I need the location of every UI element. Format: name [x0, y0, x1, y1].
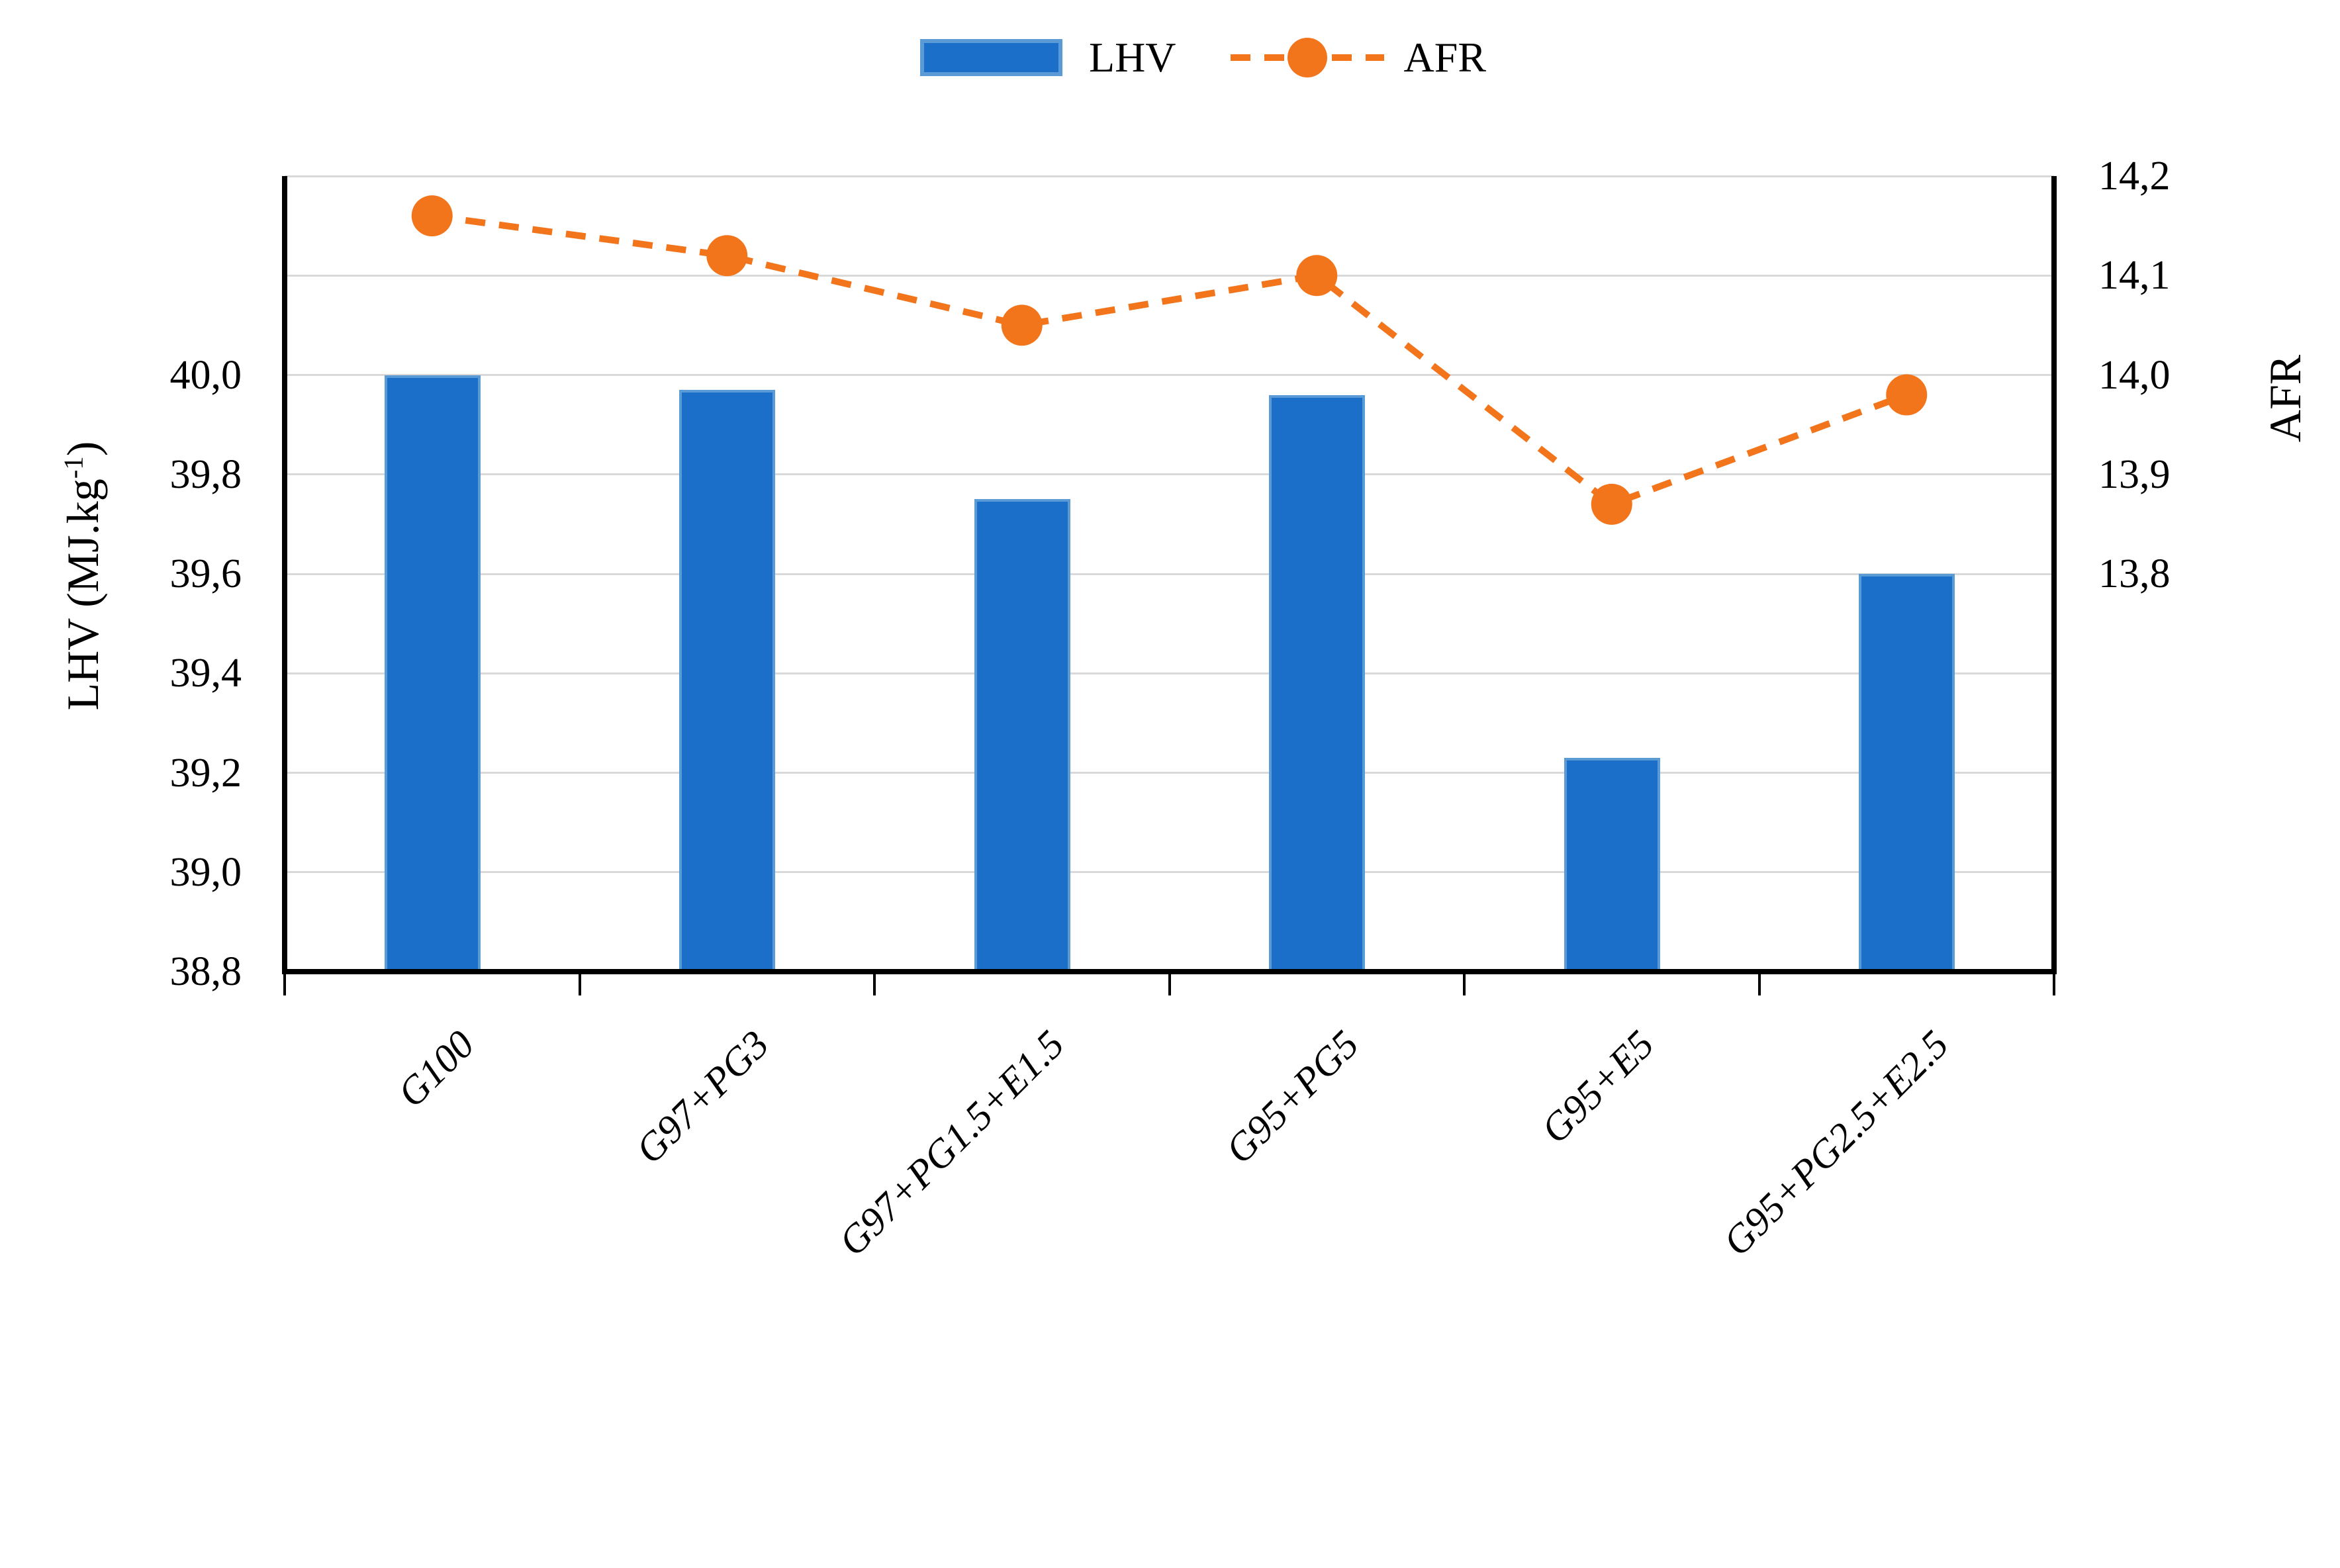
left-axis-tick-label: 39,0 [169, 849, 242, 895]
lhv-bar [1564, 757, 1660, 972]
category-label: G97+PG1.5+E1.5 [830, 1022, 1072, 1264]
afr-marker [1001, 304, 1043, 346]
left-axis-tick-label: 38,8 [169, 949, 242, 994]
afr-marker [411, 195, 453, 237]
category-label: G100 [389, 1022, 483, 1116]
afr-line [432, 212, 1908, 508]
x-axis-tick [873, 974, 876, 995]
legend-lhv-label: LHV [1088, 34, 1176, 81]
afr-marker [1886, 374, 1928, 416]
left-axis-line [282, 176, 287, 974]
category-label: G95+PG5 [1217, 1022, 1368, 1172]
gridline [285, 573, 2054, 575]
lhv-bar [974, 499, 1070, 972]
lhv-bar [1859, 574, 1955, 972]
x-axis-tick [1168, 974, 1171, 995]
chart-figure: LHV AFR LHV (MJ.kg-1) AFR 40,0 39,8 39,6 39… [33, 28, 2340, 1264]
gridline [285, 672, 2054, 674]
x-axis-tick [578, 974, 581, 995]
left-axis-tick-label: 39,6 [169, 551, 242, 596]
gridline [285, 871, 2054, 874]
chart-legend: LHV AFR [33, 28, 2340, 87]
category-label: G95+PG2.5+E2.5 [1714, 1022, 1957, 1264]
x-axis-tick [283, 974, 286, 995]
right-axis-tick-label: 13,9 [2098, 451, 2171, 497]
right-axis-tick-label: 14,0 [2098, 352, 2171, 398]
lhv-bar [1269, 394, 1366, 972]
lhv-bar [679, 390, 776, 972]
x-axis-tick [1463, 974, 1466, 995]
gridline [285, 473, 2054, 476]
category-label: G95+E5 [1532, 1022, 1662, 1152]
legend-afr-line-icon [1230, 38, 1384, 77]
x-axis-tick [1757, 974, 1761, 995]
gridline [285, 274, 2054, 277]
gridline [285, 175, 2054, 177]
legend-afr-label: AFR [1403, 34, 1487, 81]
right-axis-line [2051, 176, 2057, 974]
category-label: G97+PG3 [628, 1022, 778, 1172]
gridline [285, 772, 2054, 774]
lhv-bar [384, 375, 481, 972]
bottom-axis-line [282, 969, 2057, 974]
left-axis-tick-label: 39,8 [169, 451, 242, 497]
left-axis-tick-label: 39,4 [169, 651, 242, 696]
afr-marker [1296, 255, 1338, 297]
right-axis-tick-label: 14,2 [2098, 154, 2171, 199]
right-axis-tick-label: 14,1 [2098, 253, 2171, 299]
right-axis-tick-label: 13,8 [2098, 551, 2171, 596]
x-axis-tick [2053, 974, 2055, 995]
legend-lhv-swatch-icon [919, 39, 1062, 76]
afr-marker [1591, 483, 1632, 525]
plot-area [285, 175, 2054, 972]
left-axis-tick-label: 40,0 [169, 352, 242, 398]
left-axis-tick-label: 39,2 [169, 750, 242, 796]
afr-line-layer [411, 195, 1928, 525]
afr-marker [706, 235, 748, 277]
gridline [285, 374, 2054, 376]
